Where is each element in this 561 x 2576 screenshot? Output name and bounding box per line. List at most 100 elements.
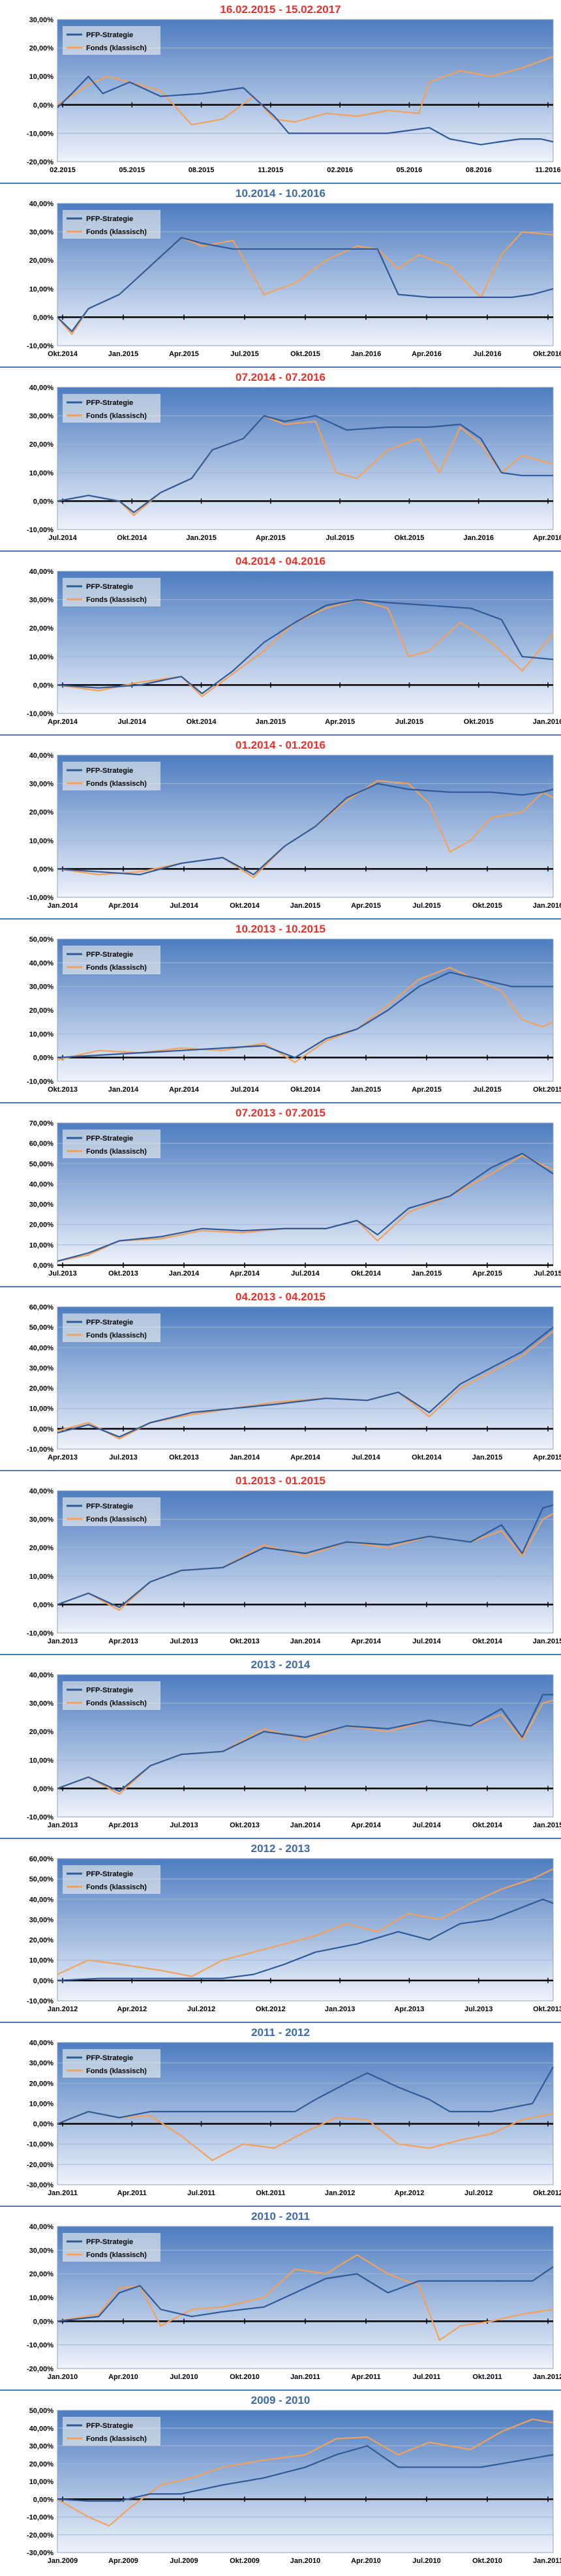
- series-line-strategy: [57, 1326, 554, 1438]
- y-tick-label: -20,00%: [27, 2161, 53, 2169]
- y-tick-label: 20,00%: [29, 2080, 54, 2088]
- y-tick-label: 10,00%: [29, 470, 54, 477]
- x-tick-label: Jul.2011: [187, 2189, 215, 2197]
- legend-box: [63, 394, 160, 423]
- series-line-fund: [57, 2110, 554, 2161]
- series-line-strategy: [57, 2445, 554, 2502]
- y-tick-label: 30,00%: [29, 16, 54, 24]
- chart-panel: 40,00% 30,00% 20,00% 10,00% 0,00% -10,00% Jan.…: [0, 736, 561, 920]
- y-tick-label: 30,00%: [29, 983, 54, 991]
- section-separator: [0, 1286, 561, 1287]
- chart-panel: 30,00% 20,00% 10,00% 0,00% -10,00% -20,00% 02.…: [0, 0, 561, 184]
- chart-panel: 40,00% 30,00% 20,00% 10,00% 0,00% -10,00% -20,…: [0, 2207, 561, 2391]
- x-tick-label: Apr.2014: [351, 1638, 382, 1645]
- y-tick-label: 30,00%: [29, 1201, 54, 1209]
- y-tick-label: 10,00%: [29, 1573, 54, 1581]
- chart-title: 01.2013 - 01.2015: [235, 1475, 326, 1487]
- legend-label-strategy: PFP-Strategie: [86, 1319, 133, 1326]
- legend-label-strategy: PFP-Strategie: [86, 31, 133, 39]
- legend-box: [63, 2233, 160, 2262]
- x-tick-label: Okt.2013: [533, 2005, 561, 2013]
- y-tick-label: 20,00%: [29, 1544, 54, 1552]
- legend-label-strategy: PFP-Strategie: [86, 1503, 133, 1510]
- y-tick-label: 0,00%: [33, 1977, 53, 1985]
- section-separator: [0, 1102, 561, 1103]
- x-tick-label: Jan.2013: [48, 1638, 78, 1645]
- section-separator: [0, 1654, 561, 1655]
- series-line-fund: [57, 1700, 554, 1795]
- chart-svg: 40,00%30,00%20,00%10,00%0,00%-10,00%Jul.…: [27, 384, 561, 542]
- x-tick-label: Apr.2014: [230, 1270, 260, 1278]
- y-tick-label: 70,00%: [29, 1120, 54, 1128]
- y-tick-label: 20,00%: [29, 809, 54, 816]
- y-tick-label: 10,00%: [29, 73, 54, 81]
- y-tick-label: -10,00%: [27, 894, 53, 902]
- x-tick-label: Okt.2014: [290, 1086, 321, 1094]
- chart-svg: 40,00%30,00%20,00%10,00%0,00%-10,00%Okt.…: [27, 200, 561, 358]
- x-tick-label: Apr.2011: [351, 2373, 380, 2381]
- x-tick-label: Jul.2014: [118, 718, 147, 726]
- x-tick-label: Apr.2015: [325, 718, 355, 726]
- y-tick-label: 40,00%: [29, 568, 54, 576]
- section-separator: [0, 2022, 561, 2023]
- y-tick-label: -10,00%: [27, 1078, 53, 1086]
- legend-label-fund: Fonds (klassisch): [86, 1148, 147, 1156]
- x-tick-label: Okt.2014: [187, 718, 217, 726]
- chart-svg: 40,00% 30,00% 20,00% 10,00% 0,00% -10,00% -20,…: [27, 2223, 561, 2381]
- series-line-strategy: [57, 415, 553, 513]
- section-separator: [0, 734, 561, 736]
- chart-svg: 70,00% 60,00% 50,00% 40,00% 30,00% 20,00% 10,0…: [29, 1120, 561, 1278]
- legend-label-strategy: PFP-Strategie: [86, 1135, 133, 1143]
- y-tick-label: 0,00%: [33, 1785, 53, 1793]
- x-tick-label: Okt.2014: [412, 1454, 442, 1461]
- y-tick-label: -10,00%: [27, 1998, 53, 2005]
- legend-label-strategy: PFP-Strategie: [86, 1686, 133, 1694]
- y-tick-label: -10,00%: [27, 130, 53, 138]
- x-tick-label: Okt.2014: [117, 534, 147, 542]
- chart-title: 01.2014 - 01.2016: [235, 739, 326, 751]
- chart-title: 2013 - 2014: [250, 1658, 311, 1671]
- chart-panel: 50,00% 40,00% 30,00% 20,00% 10,00% 0,00% -10,0…: [0, 2391, 561, 2575]
- y-tick-label: 40,00%: [29, 2039, 54, 2047]
- x-tick-label: Okt.2013: [230, 1821, 260, 1829]
- y-tick-label: 30,00%: [29, 413, 54, 421]
- y-tick-label: 10,00%: [29, 2294, 54, 2302]
- x-tick-label: Apr.2013: [108, 1638, 138, 1645]
- x-tick-label: Apr.2009: [108, 2557, 138, 2565]
- x-tick-label: Okt.2010: [230, 2373, 260, 2381]
- x-tick-label: Jul.2016: [473, 350, 501, 358]
- y-tick-label: 20,00%: [29, 45, 54, 53]
- y-tick-label: 40,00%: [29, 1344, 54, 1352]
- x-tick-label: Apr.2016: [533, 534, 561, 542]
- y-tick-label: 20,00%: [29, 441, 54, 449]
- y-tick-label: 10,00%: [29, 2100, 54, 2108]
- chart-title: 04.2013 - 04.2015: [235, 1291, 326, 1303]
- legend-label-strategy: PFP-Strategie: [86, 2238, 133, 2246]
- legend-label-fund: Fonds (klassisch): [86, 1332, 147, 1340]
- y-tick-label: 30,00%: [29, 1916, 54, 1924]
- section-separator: [0, 2206, 561, 2207]
- legend-label-strategy: PFP-Strategie: [86, 399, 133, 407]
- series-line-fund: [57, 1868, 554, 1977]
- chart-svg: 40,00%30,00%20,00%10,00%0,00%-10,00%Jan.…: [27, 752, 561, 910]
- chart-panel: 50,00% 40,00% 30,00% 20,00% 10,00% 0,00% -10,0…: [0, 920, 561, 1103]
- x-tick-label: Apr.2012: [117, 2005, 147, 2013]
- legend-box: [63, 946, 160, 974]
- y-tick-label: 10,00%: [29, 653, 54, 661]
- x-tick-label: Jan.2016: [533, 718, 561, 726]
- y-tick-label: 10,00%: [29, 286, 54, 293]
- legend-label-strategy: PFP-Strategie: [86, 215, 133, 223]
- x-tick-label: Okt.2014: [351, 1270, 382, 1278]
- y-tick-label: -20,00%: [27, 2532, 53, 2539]
- y-tick-label: 0,00%: [33, 1601, 53, 1609]
- x-tick-label: Okt.2015: [533, 1086, 561, 1094]
- x-tick-label: Apr.2014: [169, 1086, 200, 1094]
- legend-label-strategy: PFP-Strategie: [86, 583, 133, 591]
- legend-box: [63, 2049, 160, 2078]
- x-tick-label: Apr.2013: [394, 2005, 424, 2013]
- chart-panel: 40,00% 30,00% 20,00% 10,00% 0,00% -10,00% -20,…: [0, 2023, 561, 2207]
- x-tick-label: 11.2015: [258, 166, 283, 174]
- x-tick-label: Apr.2013: [108, 1821, 138, 1829]
- x-tick-label: Apr.2015: [256, 534, 286, 542]
